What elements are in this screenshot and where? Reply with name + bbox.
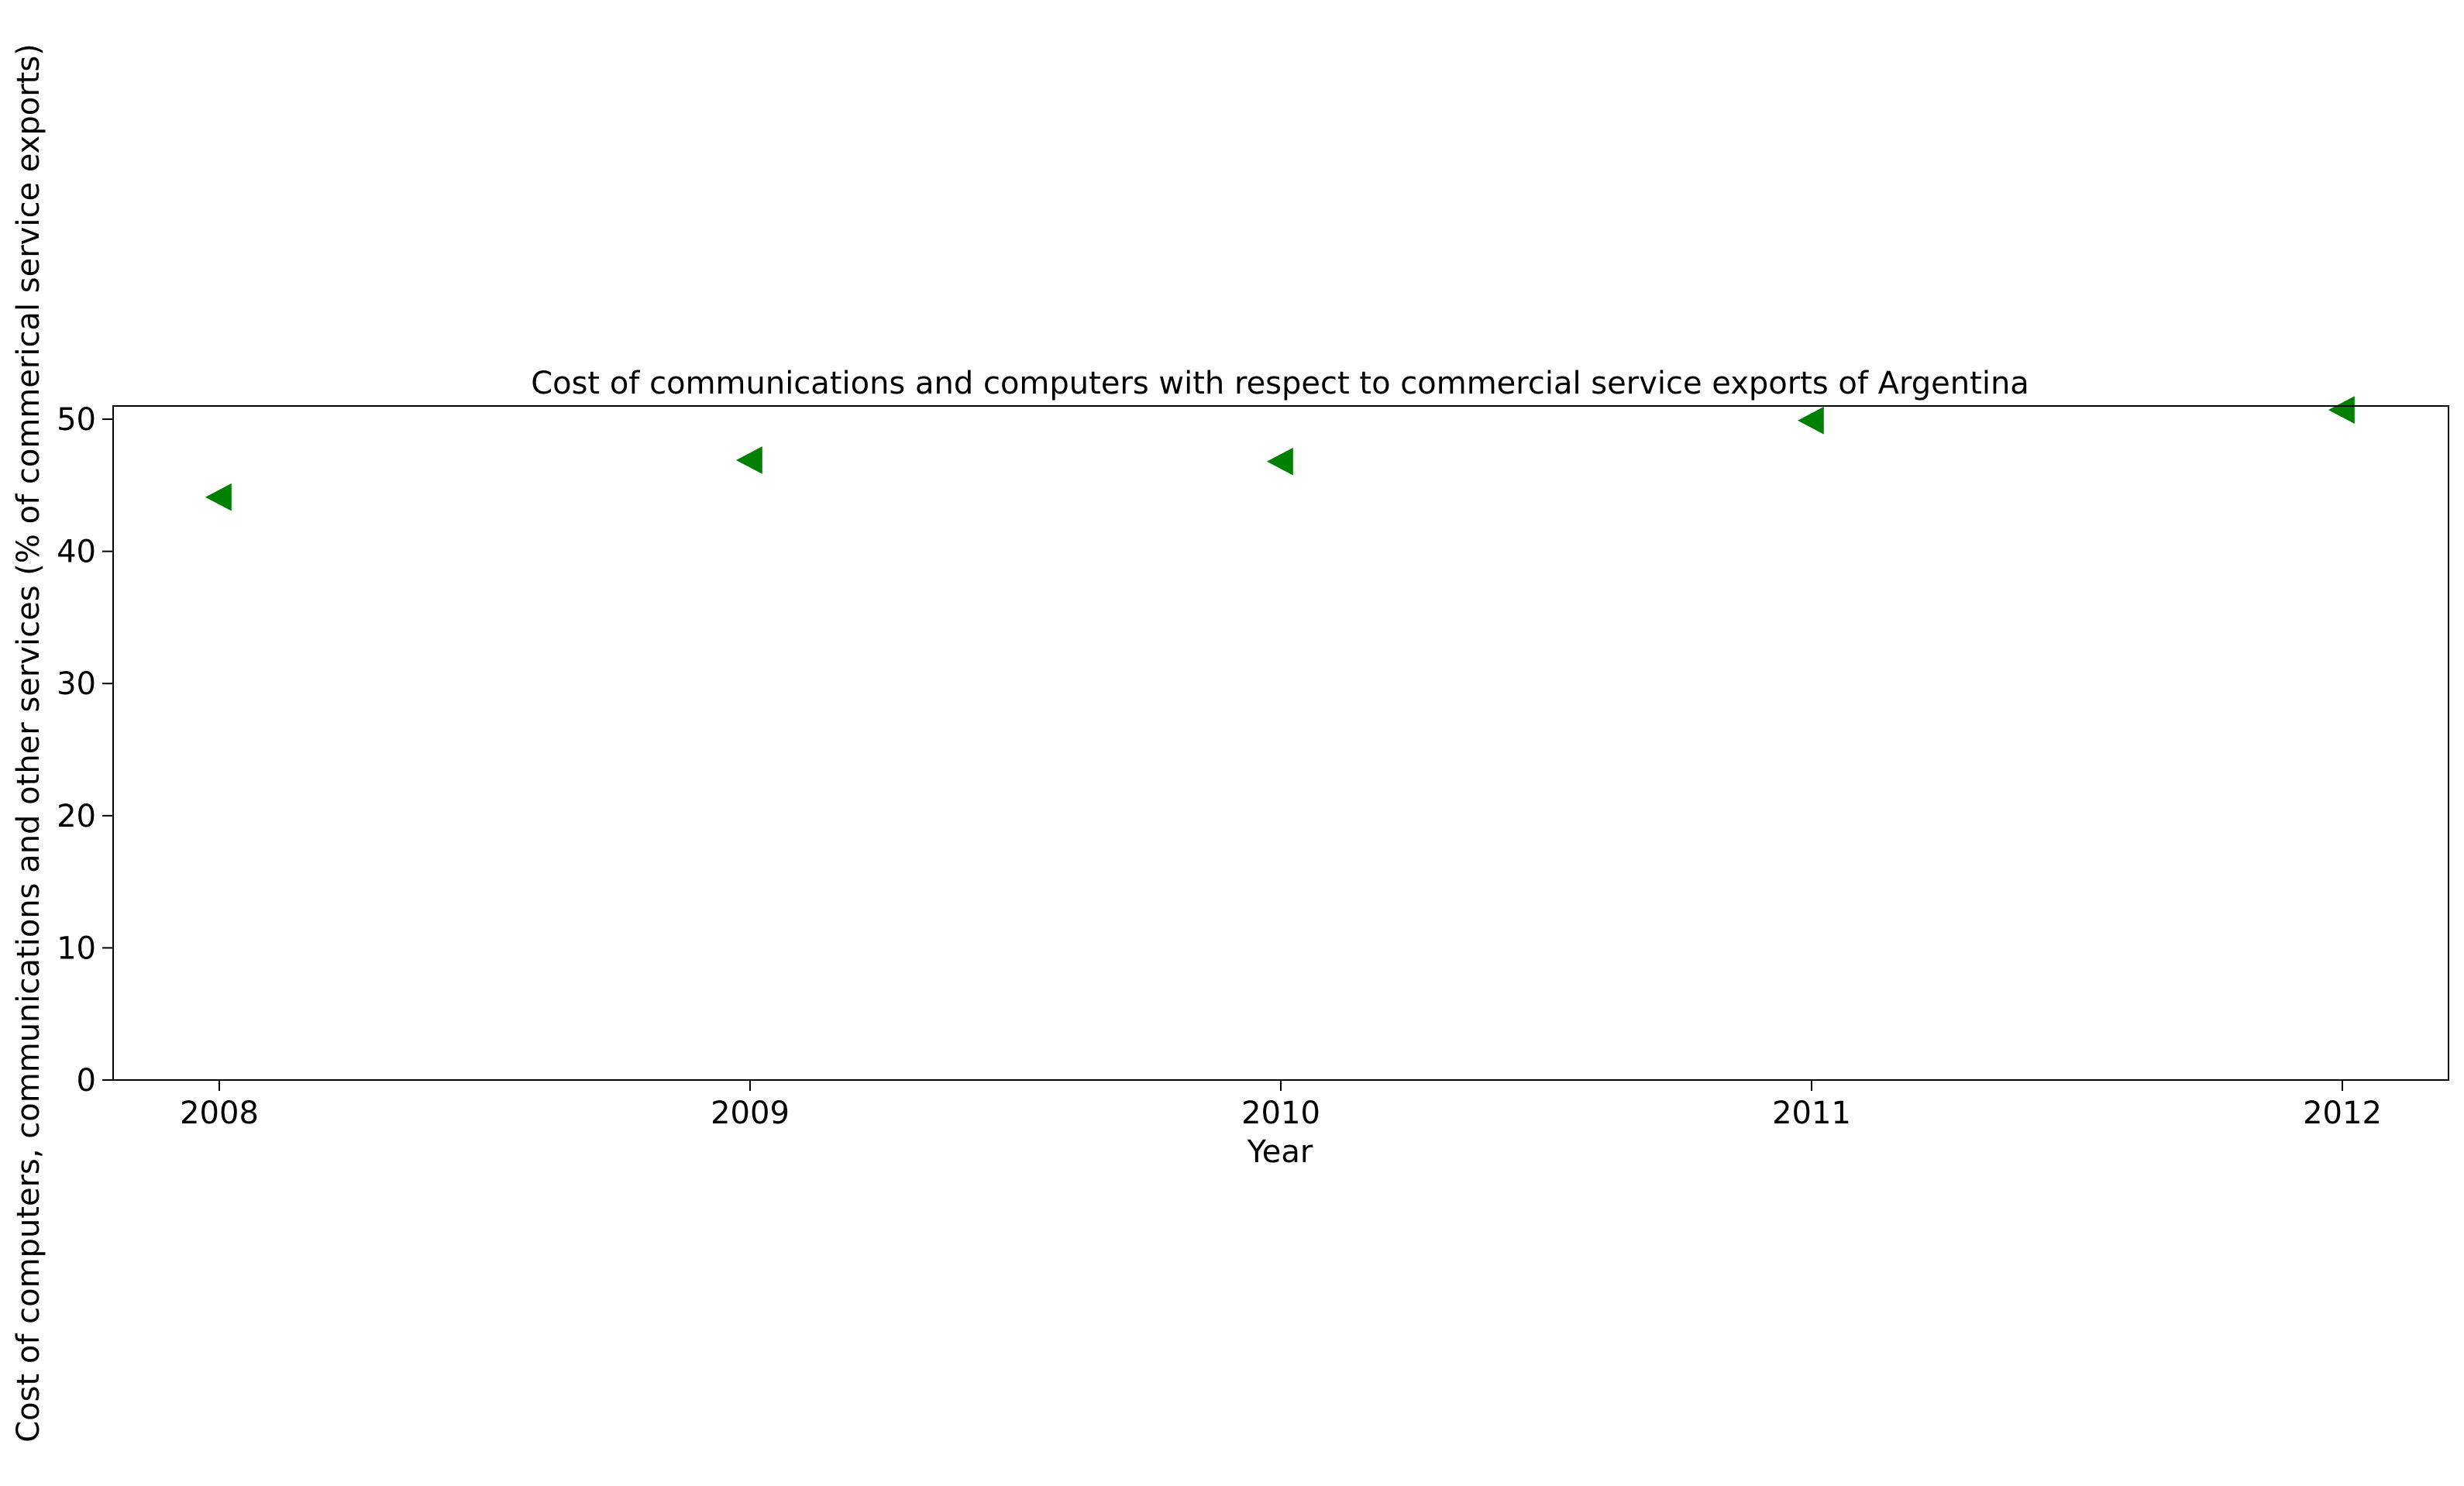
y-axis-title: Cost of computers, communications and ot… (11, 43, 46, 1443)
x-tick-label: 2010 (1241, 1096, 1320, 1131)
plot-frame (112, 405, 2449, 1081)
x-axis-title: Year (1247, 1134, 1313, 1170)
data-point-marker (1266, 447, 1293, 476)
y-tick-label: 40 (57, 535, 96, 570)
x-tick-label: 2009 (711, 1096, 790, 1131)
data-point-marker (1797, 406, 1824, 435)
x-tick-label: 2012 (2303, 1096, 2382, 1131)
y-tick-label: 20 (57, 799, 96, 834)
data-point-marker (735, 446, 762, 474)
y-tick-label: 10 (57, 930, 96, 966)
y-axis-ticks: 0 10 20 30 40 50 (57, 402, 113, 1099)
x-axis-ticks: 2008 2009 2010 2011 2012 (180, 1080, 2382, 1131)
y-tick-label: 30 (57, 666, 96, 702)
data-points (205, 396, 2355, 511)
x-tick-label: 2008 (180, 1096, 259, 1131)
data-point-marker (205, 483, 232, 511)
x-tick-label: 2011 (1772, 1096, 1851, 1131)
y-tick-label: 50 (57, 402, 96, 438)
y-tick-label: 0 (77, 1063, 96, 1099)
chart-title: Cost of communications and computers wit… (531, 366, 2029, 401)
data-point-marker (2328, 396, 2355, 424)
